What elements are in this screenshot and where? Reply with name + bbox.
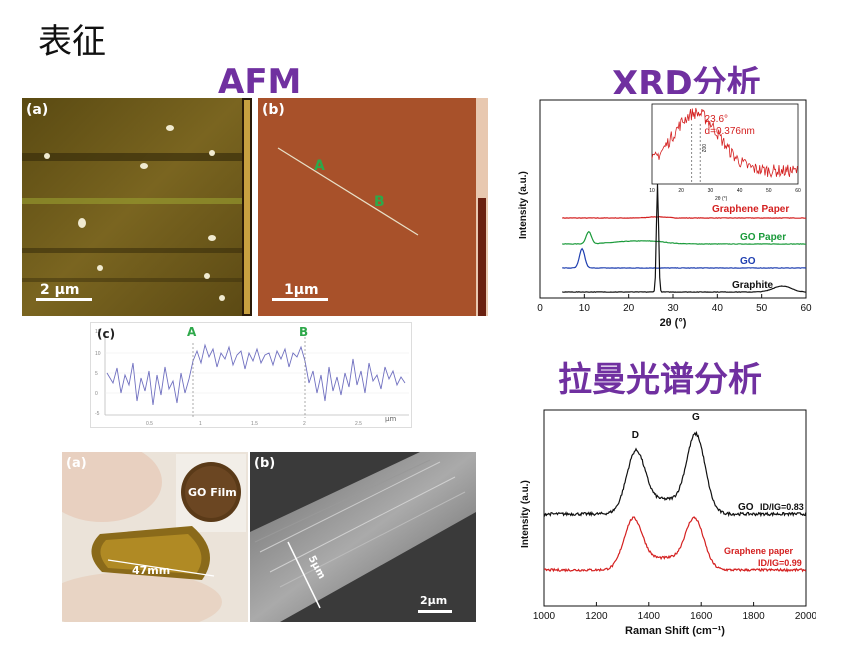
- svg-text:2: 2: [303, 421, 306, 427]
- afm-image-b: (b) A B 1μm: [258, 98, 488, 316]
- xrd-series-line: [562, 230, 806, 245]
- xrd-inset-xtick-label: 60: [795, 188, 801, 194]
- svg-text:-5: -5: [95, 411, 100, 417]
- afm-c-label: (c): [97, 327, 116, 341]
- afm-image-a: (a) 2 μm: [22, 98, 252, 316]
- afm-heading: AFM: [218, 62, 302, 102]
- xrd-inset-d: d=0.376nm: [705, 126, 755, 137]
- afm-b-label: (b): [262, 102, 285, 118]
- xrd-inset-peak-label: 002: [700, 144, 706, 153]
- afm-c-unit: μm: [385, 415, 397, 423]
- raman-ylabel: Intensity (a.u.): [520, 480, 531, 548]
- svg-text:1.5: 1.5: [251, 421, 258, 427]
- xrd-inset-xtick-label: 20: [678, 188, 684, 194]
- xrd-inset-xtick-label: 50: [766, 188, 772, 194]
- sem-image-b: (b) 5μm 2μm: [250, 452, 476, 622]
- xrd-series-label: Graphite: [732, 280, 774, 291]
- page-title: 表征: [38, 22, 106, 62]
- svg-text:15: 15: [95, 329, 101, 335]
- xrd-chart: 0 10 20 30 40 50 60 2θ (°) Intensity (a.u.) Graph…: [512, 94, 816, 330]
- raman-xtick-label: 1200: [585, 611, 608, 622]
- raman-xlabel: Raman Shift (cm⁻¹): [625, 625, 725, 637]
- svg-text:10: 10: [95, 351, 101, 357]
- afm-b-point-a: A: [314, 158, 325, 174]
- xrd-xtick-label: 30: [667, 303, 679, 314]
- afm-b-scale: 1μm: [284, 282, 319, 298]
- xrd-series-label: GO Paper: [740, 232, 786, 243]
- raman-xtick-label: 1600: [690, 611, 713, 622]
- raman-series-ratio: ID/IG=0.99: [758, 558, 802, 568]
- xrd-xtick-label: 40: [712, 303, 724, 314]
- xrd-inset-xlabel: 2θ (°): [715, 196, 728, 202]
- xrd-ylabel: Intensity (a.u.): [518, 171, 529, 239]
- sem-b-label: (b): [254, 456, 276, 471]
- afm-c-point-b: B: [299, 325, 309, 339]
- xrd-series-label: GO: [740, 256, 756, 267]
- film-photo-a: (a) GO Film 47mm: [62, 452, 248, 622]
- xrd-xtick-label: 0: [537, 303, 543, 314]
- afm-c-point-a: A: [187, 325, 197, 339]
- xrd-series-line: [561, 215, 807, 219]
- xrd-inset-angle: 23.6°: [705, 114, 728, 125]
- film-a-label: (a): [66, 456, 87, 471]
- film-a-dimension: 47mm: [132, 564, 171, 577]
- raman-heading: 拉曼光谱分析: [558, 360, 762, 400]
- xrd-xtick-label: 20: [623, 303, 635, 314]
- afm-b-point-b: B: [374, 194, 385, 210]
- xrd-series-line: [561, 183, 807, 293]
- svg-text:0: 0: [95, 391, 98, 397]
- xrd-inset-line: [651, 107, 798, 178]
- raman-xtick-label: 1000: [533, 611, 556, 622]
- raman-series-label: Graphene paper: [724, 546, 794, 556]
- afm-a-label: (a): [26, 102, 49, 118]
- raman-plot-frame: [543, 409, 807, 607]
- raman-xtick-label: 1800: [742, 611, 765, 622]
- raman-series-label: GO: [738, 502, 754, 513]
- raman-series-line: [543, 516, 807, 573]
- xrd-xtick-label: 10: [579, 303, 591, 314]
- xrd-inset-frame: [651, 103, 799, 185]
- svg-text:2.5: 2.5: [355, 421, 362, 427]
- raman-xtick-label: 1400: [638, 611, 661, 622]
- xrd-inset-xtick-label: 40: [737, 188, 743, 194]
- svg-text:0.5: 0.5: [146, 421, 153, 427]
- svg-text:1: 1: [199, 421, 202, 427]
- xrd-inset-xtick-label: 10: [649, 188, 655, 194]
- xrd-series-line: [562, 247, 807, 269]
- raman-series-ratio: ID/IG=0.83: [760, 502, 804, 512]
- svg-text:5: 5: [95, 371, 98, 377]
- raman-peak-d-label: D: [632, 430, 639, 441]
- xrd-xlabel: 2θ (°): [660, 317, 687, 329]
- afm-a-scale: 2 μm: [40, 282, 80, 298]
- xrd-xtick-label: 50: [756, 303, 768, 314]
- raman-series-line: [543, 430, 807, 518]
- raman-xtick-label: 2000: [795, 611, 816, 622]
- raman-peak-g-label: G: [692, 412, 700, 423]
- sem-b-scale: 2μm: [420, 594, 448, 607]
- xrd-inset-xtick-label: 30: [708, 188, 714, 194]
- raman-chart: 1000 1200 1400 1600 1800 2000 Raman Shift (cm⁻…: [512, 404, 816, 640]
- film-a-inset-label: GO Film: [188, 486, 237, 499]
- xrd-xtick-label: 60: [800, 303, 812, 314]
- xrd-series-label: Graphene Paper: [712, 204, 789, 215]
- afm-profile-c: 15 10 5 0 -5 0.5 1 1.5 2 2.5 (c) A B μm: [90, 322, 412, 428]
